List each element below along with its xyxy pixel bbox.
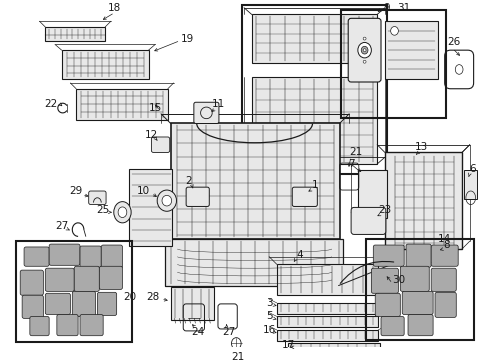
FancyBboxPatch shape (292, 187, 317, 206)
FancyBboxPatch shape (193, 102, 219, 123)
Bar (384, 152, 461, 249)
Text: 19: 19 (180, 33, 193, 44)
Text: 6: 6 (468, 164, 475, 174)
FancyBboxPatch shape (430, 245, 457, 266)
FancyBboxPatch shape (430, 268, 455, 291)
Bar (251, 14, 376, 63)
FancyBboxPatch shape (30, 316, 49, 336)
Text: 20: 20 (123, 292, 137, 302)
Bar (129, 169, 171, 246)
Text: 18: 18 (108, 3, 121, 13)
Text: 9: 9 (383, 3, 389, 13)
Text: 12: 12 (144, 130, 158, 140)
Bar (463, 170, 476, 199)
Text: 10: 10 (137, 186, 150, 196)
Text: 14: 14 (437, 234, 450, 244)
FancyBboxPatch shape (407, 315, 432, 336)
Text: 22: 22 (44, 99, 58, 109)
Text: 23: 23 (378, 205, 391, 215)
Ellipse shape (390, 27, 398, 35)
FancyBboxPatch shape (370, 268, 398, 293)
Bar (164, 239, 343, 285)
Ellipse shape (114, 202, 131, 223)
Bar (276, 264, 377, 295)
Ellipse shape (162, 195, 171, 206)
FancyBboxPatch shape (22, 295, 43, 318)
FancyBboxPatch shape (400, 266, 428, 291)
Text: 15: 15 (148, 103, 162, 113)
FancyBboxPatch shape (101, 245, 122, 268)
Text: 25: 25 (96, 205, 110, 215)
FancyBboxPatch shape (45, 293, 70, 315)
Text: 31: 31 (397, 3, 410, 13)
FancyBboxPatch shape (24, 247, 49, 266)
FancyBboxPatch shape (49, 244, 80, 265)
Bar (16, 241, 132, 342)
FancyBboxPatch shape (380, 316, 404, 336)
FancyBboxPatch shape (186, 187, 209, 206)
Ellipse shape (363, 49, 366, 51)
Text: 4: 4 (296, 250, 303, 260)
Text: 21: 21 (231, 352, 244, 360)
Bar (170, 288, 214, 320)
Text: 28: 28 (146, 292, 160, 302)
FancyBboxPatch shape (88, 191, 106, 204)
FancyBboxPatch shape (45, 268, 74, 291)
Bar (276, 316, 377, 327)
Text: 17: 17 (281, 340, 294, 350)
Ellipse shape (157, 190, 176, 211)
Bar (242, 5, 386, 174)
Ellipse shape (361, 46, 367, 54)
Bar (365, 239, 473, 339)
Ellipse shape (363, 60, 366, 63)
FancyBboxPatch shape (57, 315, 78, 336)
Text: 16: 16 (262, 325, 275, 335)
FancyBboxPatch shape (405, 244, 430, 267)
Text: 26: 26 (447, 37, 460, 48)
FancyBboxPatch shape (374, 293, 400, 316)
Text: 21: 21 (348, 148, 362, 157)
FancyBboxPatch shape (97, 292, 117, 315)
Bar (357, 170, 386, 218)
Text: 24: 24 (191, 327, 204, 337)
Bar (76, 89, 167, 120)
FancyBboxPatch shape (434, 292, 455, 318)
Text: 30: 30 (391, 275, 404, 285)
Bar (276, 303, 377, 314)
Text: 5: 5 (265, 311, 272, 321)
Ellipse shape (363, 37, 366, 40)
Bar (408, 247, 442, 262)
Text: 29: 29 (69, 186, 82, 196)
Ellipse shape (118, 207, 126, 217)
Bar (251, 77, 376, 164)
Text: 2: 2 (184, 176, 191, 186)
FancyBboxPatch shape (151, 137, 169, 152)
Bar (276, 330, 377, 341)
Bar (288, 343, 379, 353)
FancyBboxPatch shape (347, 18, 380, 82)
Bar (45, 27, 105, 41)
Bar (61, 50, 148, 79)
FancyBboxPatch shape (80, 246, 101, 271)
FancyBboxPatch shape (20, 270, 43, 295)
Bar (170, 123, 339, 239)
Text: 8: 8 (443, 240, 449, 250)
Text: 27: 27 (222, 327, 235, 337)
FancyBboxPatch shape (72, 291, 95, 316)
Text: 13: 13 (414, 141, 427, 152)
Text: 1: 1 (311, 180, 318, 190)
FancyBboxPatch shape (99, 266, 122, 289)
Text: 27: 27 (55, 221, 68, 231)
FancyBboxPatch shape (350, 207, 385, 234)
Text: 3: 3 (265, 298, 272, 308)
Ellipse shape (357, 42, 370, 58)
Text: 11: 11 (212, 99, 225, 109)
FancyBboxPatch shape (80, 315, 103, 336)
Bar (384, 21, 437, 79)
FancyBboxPatch shape (402, 291, 432, 315)
FancyBboxPatch shape (74, 266, 99, 291)
Bar (341, 10, 445, 118)
FancyBboxPatch shape (372, 245, 404, 266)
Text: 7: 7 (347, 159, 354, 169)
